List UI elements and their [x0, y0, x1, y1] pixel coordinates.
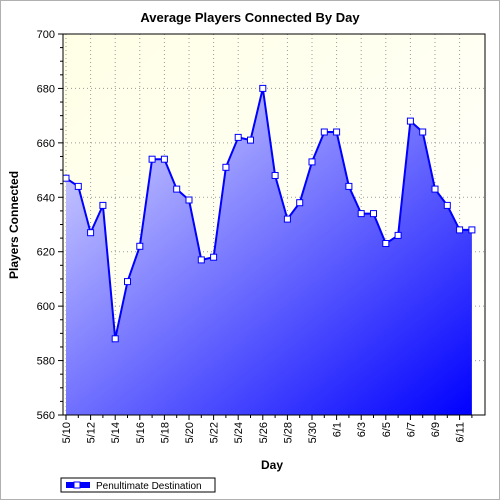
- x-tick-label: 5/12: [86, 422, 98, 443]
- data-point: [259, 84, 267, 92]
- x-axis: 5/10 5/12 5/14 5/16 5/18 5/20 5/22 5/24 5/26 5/28…: [61, 415, 473, 443]
- x-tick-label: 5/22: [209, 422, 221, 443]
- x-tick-label: 6/7: [405, 422, 417, 437]
- data-point: [136, 242, 144, 250]
- x-tick-label: 6/1: [332, 422, 344, 437]
- data-point: [222, 163, 230, 171]
- series-line: [65, 88, 472, 340]
- y-tick-label: 660: [37, 138, 55, 150]
- data-point: [74, 182, 82, 190]
- legend: Penultimate Destination: [60, 477, 216, 493]
- legend-marker: [73, 481, 81, 489]
- data-point: [271, 172, 279, 179]
- data-point: [87, 229, 95, 237]
- data-point: [320, 128, 328, 136]
- y-tick-label: 680: [37, 83, 55, 95]
- data-point: [111, 335, 119, 343]
- series-markers: [62, 84, 476, 343]
- data-point: [210, 253, 218, 261]
- data-point: [173, 185, 181, 193]
- data-point: [148, 155, 156, 163]
- data-point: [443, 201, 451, 209]
- y-tick-label: 560: [37, 410, 55, 422]
- x-tick-label: 5/18: [159, 422, 171, 443]
- y-tick-label: 600: [37, 301, 55, 313]
- data-point: [394, 231, 402, 239]
- data-point: [456, 226, 464, 234]
- data-point: [345, 182, 353, 190]
- chart-title: Average Players Connected By Day: [140, 10, 360, 25]
- y-tick-label: 620: [37, 247, 55, 259]
- data-point: [99, 201, 107, 209]
- data-point: [234, 133, 242, 141]
- x-tick-label: 6/5: [381, 422, 393, 437]
- data-point: [160, 155, 168, 163]
- data-point: [124, 278, 131, 286]
- data-point: [431, 185, 439, 193]
- data-point: [296, 199, 304, 207]
- x-tick-label: 5/10: [61, 422, 73, 443]
- x-tick-label: 5/30: [307, 422, 319, 443]
- series-area: [66, 88, 472, 416]
- data-point: [468, 226, 476, 234]
- data-point: [406, 117, 414, 125]
- data-point: [357, 210, 365, 218]
- y-tick-label: 700: [37, 29, 55, 41]
- legend-box: [60, 477, 216, 493]
- x-tick-label: 5/26: [258, 422, 270, 443]
- x-tick-label: 6/9: [430, 422, 442, 437]
- y-tick-label: 580: [37, 356, 55, 368]
- x-tick-label: 6/11: [455, 422, 467, 443]
- data-point: [247, 136, 254, 144]
- data-point: [283, 215, 291, 223]
- y-axis-label: Players Connected: [7, 171, 21, 279]
- data-point: [197, 256, 205, 264]
- x-tick-label: 5/24: [233, 422, 245, 443]
- x-tick-label: 5/16: [135, 422, 147, 443]
- data-point: [370, 210, 377, 218]
- data-point: [185, 196, 193, 204]
- y-axis: 560 580 600 620 640 660 680 700: [37, 29, 63, 422]
- x-tick-label: 5/20: [184, 422, 196, 443]
- data-point: [62, 174, 70, 182]
- data-point: [308, 158, 316, 166]
- x-axis-label: Day: [261, 458, 283, 472]
- y-tick-label: 640: [37, 192, 55, 204]
- legend-label: Penultimate Destination: [96, 481, 202, 492]
- data-point: [382, 240, 390, 247]
- data-point: [333, 128, 341, 136]
- x-tick-label: 6/3: [356, 422, 368, 437]
- x-tick-label: 5/14: [110, 422, 122, 443]
- x-tick-label: 5/28: [282, 422, 294, 443]
- data-point: [419, 128, 427, 136]
